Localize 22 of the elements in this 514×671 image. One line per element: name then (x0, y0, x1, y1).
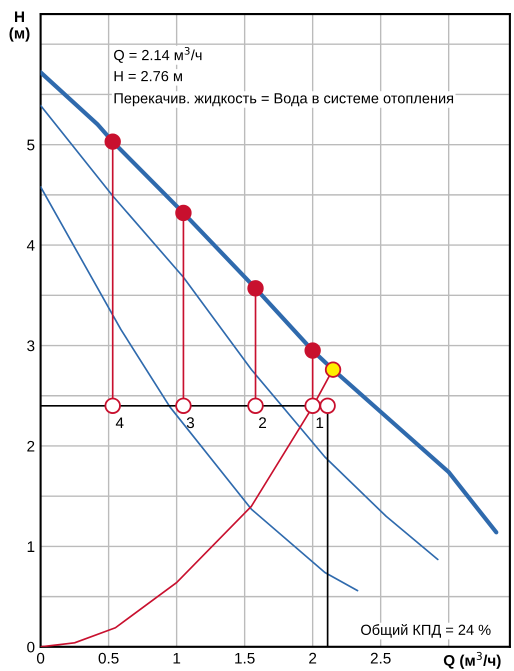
y-axis-title: H (м) (10, 11, 30, 42)
annotation: Q = 2.14 м$^{3}$/ч (114, 46, 202, 63)
y-tick-label: 1 (28, 541, 34, 552)
y-tick-label: 4 (26, 240, 35, 251)
x-tick-label: 1.5 (235, 652, 255, 664)
y-tick-label: 5 (27, 140, 34, 150)
y-tick-label: 3 (27, 340, 34, 352)
annotation: 3 (186, 417, 194, 428)
annotation: H = 2.76 м (114, 70, 182, 82)
annotation: Перекачив. жидкость = Вода в системе отопления (114, 93, 454, 106)
annotation: 2 (259, 417, 266, 428)
x-tick-label: 1 (174, 652, 180, 664)
y-tick-label: 0 (27, 642, 34, 653)
y-tick-label: 2 (27, 440, 34, 452)
annotation: 4 (116, 417, 124, 428)
annotation: Общий КПД = 24 % (361, 624, 491, 638)
x-tick-label: 2 (309, 652, 316, 664)
x-tick-label: 0 (36, 652, 44, 664)
x-tick-label: 2.5 (370, 652, 391, 664)
x-tick-label: 0.5 (98, 652, 119, 664)
x-axis-title: Q (м$^{3}$/ч) (444, 652, 501, 669)
annotation: 1 (316, 417, 324, 428)
